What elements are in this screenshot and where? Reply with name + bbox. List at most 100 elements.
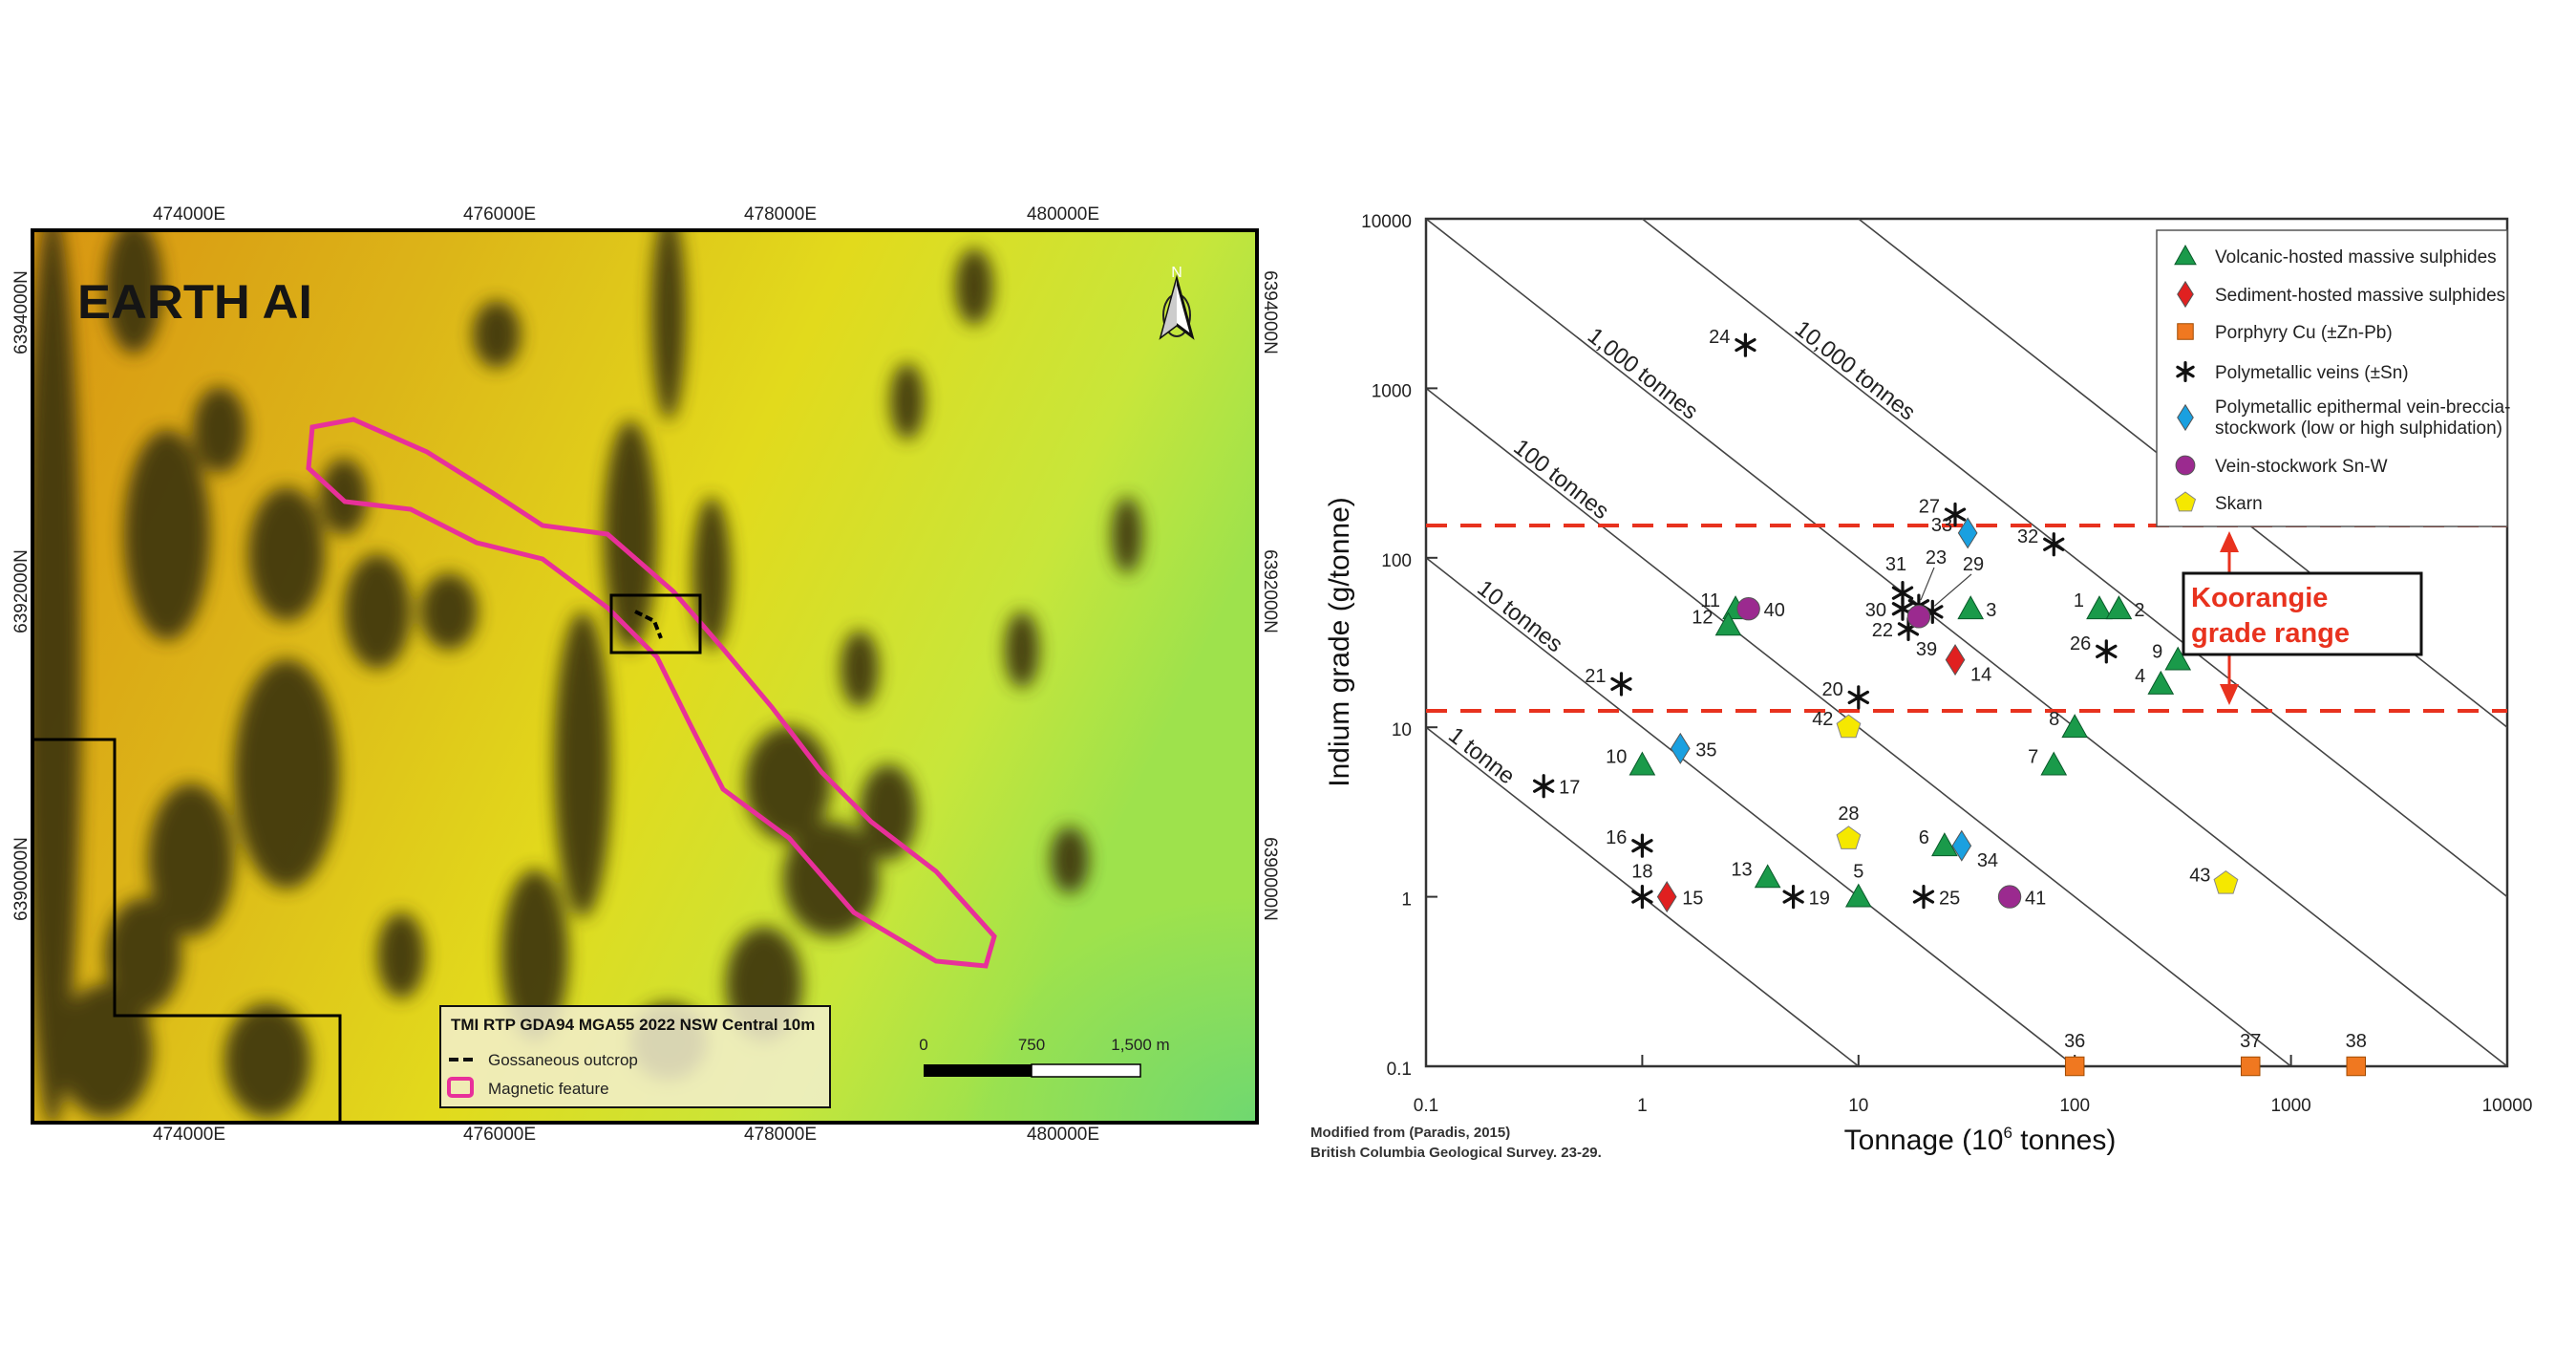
y-tick-label: 10 — [1392, 720, 1412, 740]
data-point-39: 39 — [1906, 605, 1937, 660]
data-points: 1 234567891011121314151617181920212223242… — [1533, 327, 2367, 1077]
y-tick-label: 1000 — [1372, 381, 1412, 401]
veins-marker — [1891, 581, 1914, 606]
data-point-13: 13 — [1731, 859, 1781, 889]
data-point-label: 25 — [1939, 889, 1960, 910]
iso-tonnage-line — [1641, 218, 2508, 898]
veins-marker — [1631, 885, 1653, 910]
snw-marker — [1906, 605, 1931, 629]
right-tick-label: 6394000N — [1260, 270, 1280, 354]
data-point-label: 17 — [1559, 778, 1580, 799]
vhms-marker — [2147, 670, 2175, 695]
legend-box — [2156, 229, 2508, 527]
bottom-tick-label: 480000E — [1027, 1125, 1099, 1145]
magnetic-low — [1112, 497, 1142, 573]
magnetic-low — [554, 611, 611, 917]
legend-item-porphyry: Porphyry Cu (±Zn-Pb) — [2177, 323, 2393, 343]
grade-range-label: grade range — [2191, 618, 2350, 649]
epithermal-marker — [1670, 732, 1691, 764]
data-point-25: 25 — [1912, 885, 1960, 910]
magnetic-low — [890, 363, 925, 440]
data-point-label: 2 — [2134, 600, 2144, 621]
data-point-label: 29 — [1963, 554, 1984, 575]
data-point-6: 6 — [1919, 827, 1958, 857]
data-point-label: 8 — [2049, 709, 2059, 730]
data-point-label: 16 — [1606, 827, 1627, 848]
y-tick-label: 1 — [1401, 890, 1412, 911]
data-point-label: 28 — [1838, 804, 1859, 825]
data-point-label: 10 — [1606, 747, 1627, 768]
scale-label-750: 750 — [1018, 1036, 1045, 1054]
data-point-label: 36 — [2064, 1031, 2085, 1052]
data-point-label: 24 — [1709, 327, 1730, 348]
x-axis-title: Tonnage (106 tonnes) — [1844, 1124, 2117, 1156]
north-label: N — [1171, 265, 1182, 281]
data-point-label: 6 — [1919, 827, 1929, 848]
x-tick-label: 1000 — [2270, 1096, 2310, 1116]
legend-item-vhms: Volcanic-hosted massive sulphides — [2174, 244, 2497, 268]
magnetic-low — [248, 487, 325, 621]
map-legend-title: TMI RTP GDA94 MGA55 2022 NSW Central 10m — [451, 1016, 815, 1034]
data-point-label: 38 — [2346, 1031, 2367, 1052]
vhms-marker — [2164, 646, 2192, 671]
data-point-label: 19 — [1809, 889, 1830, 910]
magnetic-low — [224, 1003, 310, 1118]
y-tick-label: 0.1 — [1387, 1060, 1412, 1080]
diamond-icon — [2177, 280, 2194, 309]
data-point-label: 21 — [1585, 666, 1606, 687]
data-point-label: 37 — [2240, 1031, 2261, 1052]
data-point-label: 39 — [1916, 639, 1937, 660]
vhms-marker — [1931, 832, 1958, 857]
vhms-marker — [1754, 864, 1781, 889]
legend-label: Volcanic-hosted massive sulphides — [2215, 247, 2497, 268]
north-arrow-icon: N — [1159, 265, 1195, 340]
data-point-label: 3 — [1986, 600, 1996, 621]
data-point-15: 15 — [1656, 881, 1703, 913]
magnetic-low — [124, 430, 210, 640]
y-tick-label: 10000 — [1361, 212, 1412, 232]
magnetic-low — [148, 783, 234, 936]
snw-marker — [1736, 597, 1760, 621]
diamond-icon — [2177, 403, 2194, 432]
data-point-28: 28 — [1836, 804, 1862, 849]
data-point-8: 8 — [2049, 709, 2089, 739]
y-axis: 10000 1000 100 10 1 0.1 — [1361, 212, 1437, 1080]
legend-label: Polymetallic epithermal vein-breccia- — [2215, 397, 2510, 418]
magnetic-map: EARTH AI N TMI RTP GDA94 MGA55 2022 NSW … — [11, 204, 1280, 1145]
data-point-19: 19 — [1782, 885, 1830, 910]
square-icon — [2177, 323, 2194, 340]
data-point-label: 22 — [1872, 620, 1893, 641]
data-point-label: 27 — [1919, 497, 1940, 518]
data-point-label: 15 — [1682, 889, 1703, 910]
data-point-1: 1 — [2074, 590, 2113, 620]
data-point-label: 9 — [2152, 642, 2162, 663]
legend-label: Sediment-hosted massive sulphides — [2215, 286, 2505, 306]
shms-marker — [1945, 644, 1966, 676]
vhms-marker — [2086, 595, 2113, 620]
data-point-21: 21 — [1585, 666, 1632, 697]
data-point-20: 20 — [1822, 679, 1869, 710]
top-tick-label: 476000E — [463, 204, 536, 225]
skarn-marker — [2213, 869, 2239, 894]
data-point-label: 40 — [1764, 600, 1785, 621]
data-point-label: 33 — [1931, 515, 1952, 536]
vhms-marker — [1629, 751, 1656, 776]
magnetic-feature-swatch — [447, 1077, 474, 1098]
legend-label: stockwork (low or high sulphidation) — [2215, 418, 2502, 439]
data-point-12: 12 — [1692, 607, 1742, 636]
data-point-4: 4 — [2135, 666, 2175, 695]
magnetic-low — [955, 248, 993, 325]
magnetic-low — [105, 230, 162, 354]
skarn-marker — [1836, 826, 1862, 849]
magnetic-low — [745, 726, 831, 841]
x-axis-title-main: Tonnage (10 — [1844, 1125, 2004, 1156]
data-point-7: 7 — [2028, 747, 2068, 776]
iso-tonnage-line — [1425, 557, 2076, 1067]
veins-marker — [1847, 685, 1869, 710]
magnetic-low — [604, 420, 657, 650]
magnetic-low — [651, 230, 686, 420]
left-tick-label: 6390000N — [11, 837, 32, 921]
legend-item-skarn: Skarn — [2174, 491, 2263, 514]
vhms-marker — [1957, 595, 1985, 620]
legend-label: Polymetallic veins (±Sn) — [2215, 363, 2409, 383]
